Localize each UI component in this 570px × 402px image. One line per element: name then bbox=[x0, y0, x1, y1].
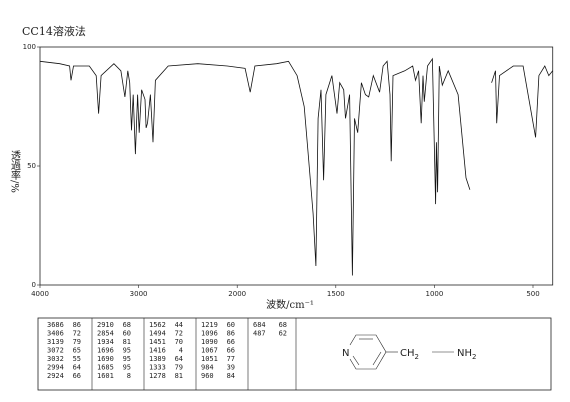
peak-transmittance: 95 bbox=[123, 364, 131, 372]
peak-wavenumber: 1685 bbox=[97, 364, 114, 372]
peak-wavenumber: 487 bbox=[253, 330, 266, 338]
group-label: CH2 bbox=[400, 348, 419, 361]
peak-wavenumber: 1051 bbox=[201, 355, 218, 363]
peak-wavenumber: 984 bbox=[201, 364, 214, 372]
peak-wavenumber: 2924 bbox=[47, 372, 64, 380]
peak-wavenumber: 3032 bbox=[47, 355, 64, 363]
peak-wavenumber: 1333 bbox=[149, 364, 166, 372]
x-tick-label: 2000 bbox=[228, 290, 246, 298]
chart-title: CC14溶液法 bbox=[22, 24, 86, 38]
peak-wavenumber: 2910 bbox=[97, 321, 114, 329]
peak-wavenumber: 1096 bbox=[201, 330, 218, 338]
x-tick-label: 3000 bbox=[130, 290, 148, 298]
x-tick-label: 1500 bbox=[327, 290, 345, 298]
peak-wavenumber: 3686 bbox=[47, 321, 64, 329]
peak-transmittance: 95 bbox=[123, 355, 131, 363]
peak-wavenumber: 1278 bbox=[149, 372, 166, 380]
amine-subscript: 2 bbox=[472, 353, 476, 361]
peak-wavenumber: 1451 bbox=[149, 338, 166, 346]
peak-wavenumber: 1562 bbox=[149, 321, 166, 329]
peak-transmittance: 8 bbox=[127, 372, 131, 380]
ring-atom: N bbox=[342, 348, 349, 359]
peak-transmittance: 4 bbox=[179, 347, 183, 355]
peak-transmittance: 95 bbox=[123, 347, 131, 355]
group-subscript: 2 bbox=[415, 353, 419, 361]
peak-wavenumber: 960 bbox=[201, 372, 214, 380]
peak-wavenumber: 1067 bbox=[201, 347, 218, 355]
group-text: CH bbox=[400, 348, 415, 359]
peak-wavenumber: 2994 bbox=[47, 364, 64, 372]
peak-transmittance: 84 bbox=[227, 372, 235, 380]
peak-wavenumber: 684 bbox=[253, 321, 266, 329]
structure-drawing bbox=[349, 334, 454, 370]
peak-transmittance: 77 bbox=[227, 355, 235, 363]
peak-wavenumber: 1494 bbox=[149, 330, 166, 338]
table-frame bbox=[37, 317, 552, 391]
peak-transmittance: 81 bbox=[175, 372, 183, 380]
peak-transmittance: 86 bbox=[227, 330, 235, 338]
amine-text: NH bbox=[457, 348, 472, 359]
peak-wavenumber: 1696 bbox=[97, 347, 114, 355]
y-axis-label: 透過率/% bbox=[9, 150, 21, 193]
peak-transmittance: 55 bbox=[73, 355, 81, 363]
peak-transmittance: 72 bbox=[73, 330, 81, 338]
x-tick-label: 1000 bbox=[425, 290, 443, 298]
peak-wavenumber: 1389 bbox=[149, 355, 166, 363]
x-axis-label: 波数/cm⁻¹ bbox=[266, 298, 314, 311]
amine-label: NH2 bbox=[457, 348, 476, 361]
peak-transmittance: 68 bbox=[279, 321, 287, 329]
peak-wavenumber: 1601 bbox=[97, 372, 114, 380]
peak-wavenumber: 2854 bbox=[97, 330, 114, 338]
peak-transmittance: 66 bbox=[227, 338, 235, 346]
x-tick-label: 500 bbox=[526, 290, 539, 298]
peak-transmittance: 68 bbox=[123, 321, 131, 329]
peak-transmittance: 64 bbox=[175, 355, 183, 363]
spectrum-line bbox=[39, 57, 554, 276]
peak-wavenumber: 1219 bbox=[201, 321, 218, 329]
plot-frame bbox=[39, 46, 554, 286]
peak-transmittance: 66 bbox=[227, 347, 235, 355]
y-tick-label: 100 bbox=[23, 43, 36, 51]
x-tick-label: 4000 bbox=[31, 290, 49, 298]
peak-transmittance: 72 bbox=[175, 330, 183, 338]
peak-transmittance: 79 bbox=[175, 364, 183, 372]
y-tick-label: 50 bbox=[27, 162, 36, 170]
peak-wavenumber: 1090 bbox=[201, 338, 218, 346]
peak-transmittance: 81 bbox=[123, 338, 131, 346]
peak-wavenumber: 1934 bbox=[97, 338, 114, 346]
peak-transmittance: 66 bbox=[73, 372, 81, 380]
peak-transmittance: 39 bbox=[227, 364, 235, 372]
peak-wavenumber: 1690 bbox=[97, 355, 114, 363]
peak-transmittance: 62 bbox=[279, 330, 287, 338]
peak-wavenumber: 1416 bbox=[149, 347, 166, 355]
peak-wavenumber: 3072 bbox=[47, 347, 64, 355]
peak-wavenumber: 3406 bbox=[47, 330, 64, 338]
peak-transmittance: 70 bbox=[175, 338, 183, 346]
peak-transmittance: 60 bbox=[123, 330, 131, 338]
peak-transmittance: 44 bbox=[175, 321, 183, 329]
peak-wavenumber: 3139 bbox=[47, 338, 64, 346]
y-tick-label: 0 bbox=[32, 281, 36, 289]
peak-transmittance: 79 bbox=[73, 338, 81, 346]
peak-transmittance: 86 bbox=[73, 321, 81, 329]
peak-transmittance: 60 bbox=[227, 321, 235, 329]
peak-transmittance: 64 bbox=[73, 364, 81, 372]
peak-transmittance: 65 bbox=[73, 347, 81, 355]
